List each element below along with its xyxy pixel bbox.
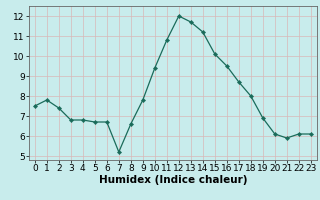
- X-axis label: Humidex (Indice chaleur): Humidex (Indice chaleur): [99, 175, 247, 185]
